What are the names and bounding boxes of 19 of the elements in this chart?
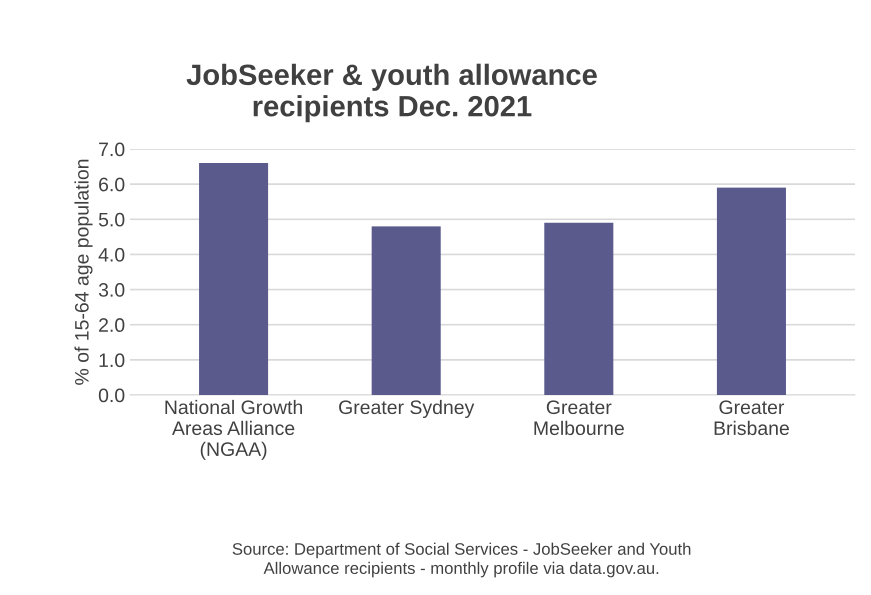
x-tick-label: Greater Melbourne — [534, 400, 624, 436]
x-tick-label: Greater Sydney — [339, 400, 474, 418]
bar — [199, 163, 268, 395]
bar — [544, 222, 614, 395]
y-tick-label: 2.0 — [99, 318, 124, 332]
chart-title: JobSeeker & youth allowance recipients Dec. 2021 — [186, 64, 597, 122]
bar — [716, 188, 786, 395]
y-tick-label: 6.0 — [99, 178, 124, 192]
bar — [372, 226, 441, 395]
source-note: Source: Department of Social Services - JobSeeker and Youth Allowance recipients - monthly profile via data.gov.au. — [232, 542, 690, 578]
y-tick-label: 0.0 — [98, 388, 124, 402]
y-tick-label: 1.0 — [100, 353, 124, 368]
x-tick-label: Greater Brisbane — [714, 400, 789, 436]
y-tick-label: 5.0 — [98, 212, 124, 227]
y-tick-label: 7.0 — [99, 142, 124, 156]
y-axis-title: % of 15-64 age population — [74, 160, 93, 385]
x-tick-label: National Growth Areas Alliance (NGAA) — [165, 400, 302, 460]
y-tick-label: 4.0 — [98, 248, 124, 262]
y-tick-label: 3.0 — [98, 283, 124, 297]
